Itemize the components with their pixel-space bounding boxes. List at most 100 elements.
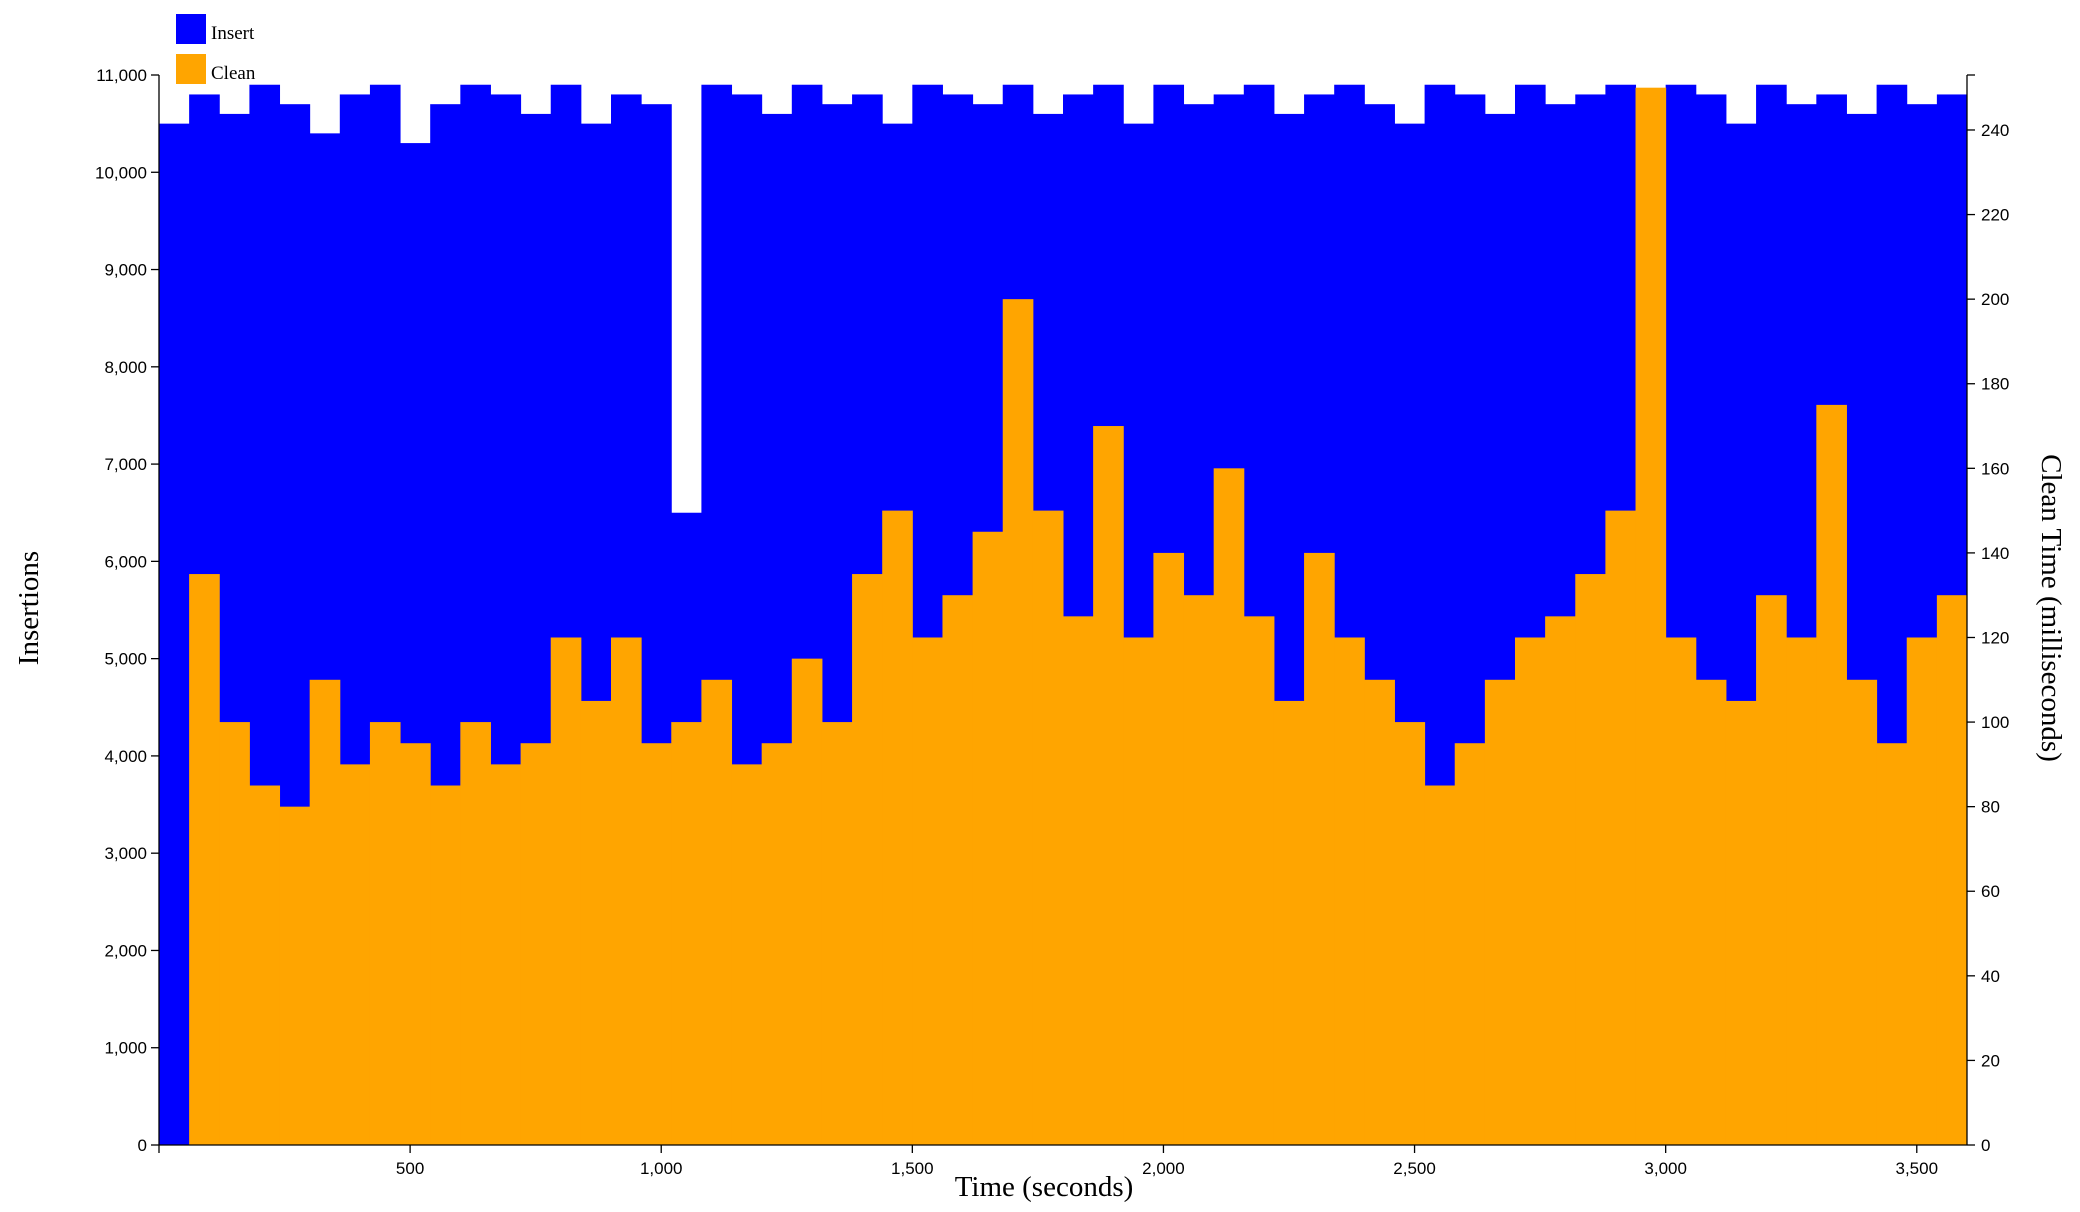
clean-bar [611,637,642,1145]
clean-bar [430,785,461,1145]
clean-bar [1153,552,1185,1145]
plot-area [159,84,1968,1146]
clean-bar [1002,299,1034,1145]
clean-bar [1936,595,1968,1145]
clean-bar [671,722,702,1145]
y-right-tick-label: 80 [1981,798,2000,817]
legend-swatch-insert [176,14,206,44]
y-left-tick-label: 9,000 [104,261,147,280]
clean-bar [279,806,311,1145]
clean-bar [1484,679,1516,1145]
clean-bar [189,574,220,1145]
legend-label-clean: Clean [211,63,256,84]
clean-bar [1454,743,1486,1145]
clean-bar [1575,574,1606,1145]
clean-bar [1123,637,1154,1145]
clean-bar [1032,510,1064,1145]
x-tick-label: 3,000 [1644,1159,1687,1178]
x-axis-ticks: 500 1,000 1,500 2,000 2,500 3,000 3,500 [158,1145,1939,1178]
clean-bar [1243,616,1275,1145]
y-axis-right-ticks: 0 20 40 60 80 100 120 140 160 180 200 220 240 [1967,74,2009,1155]
y-right-tick-label: 180 [1981,375,2009,394]
clean-bar [1424,785,1456,1145]
clean-bar [1334,637,1365,1145]
legend-label-insert: Insert [211,23,255,44]
y-left-tick-label: 5,000 [104,650,147,669]
insert-bar [159,123,190,1145]
clean-bar [1213,468,1245,1145]
y-left-tick-label: 4,000 [104,747,147,766]
x-tick-label: 500 [396,1159,424,1178]
clean-bar [942,595,974,1145]
clean-bar [1816,404,1847,1145]
clean-bar [219,722,250,1145]
clean-bar [1786,637,1817,1145]
clean-bar [460,722,491,1145]
y-right-tick-label: 140 [1981,544,2009,563]
clean-bar [400,743,431,1145]
y-left-tick-label: 7,000 [104,455,147,474]
x-tick-label: 1,500 [891,1159,934,1178]
clean-bar [369,722,401,1145]
y-right-tick-label: 120 [1981,628,2009,647]
y-right-tick-label: 60 [1981,882,2000,901]
clean-bar [490,764,522,1145]
clean-bar [731,764,763,1145]
clean-bar [1394,722,1426,1145]
clean-bar [309,679,341,1145]
y-left-tick-label: 0 [138,1136,147,1155]
y-right-tick-label: 40 [1981,967,2000,986]
y-right-tick-label: 160 [1981,459,2009,478]
y-right-tick-label: 100 [1981,713,2009,732]
clean-bar [791,658,823,1145]
clean-bar [821,722,853,1145]
clean-bar [339,764,371,1145]
y-left-tick-label: 1,000 [104,1039,147,1058]
clean-bar [1635,87,1667,1146]
clean-bar [1273,700,1305,1145]
clean-bar [641,743,672,1145]
y-axis-left-ticks: 0 1,000 2,000 3,000 4,000 5,000 6,000 7,000 8,00… [95,66,159,1155]
clean-bar [1304,552,1335,1145]
y-left-tick-label: 10,000 [95,163,147,182]
x-tick-label: 2,500 [1393,1159,1436,1178]
y-axis-right-title: Clean Time (milliseconds) [2035,454,2067,762]
clean-bar [520,743,552,1145]
clean-bar [972,531,1004,1145]
legend-swatch-clean [176,54,206,84]
y-right-tick-label: 200 [1981,290,2009,309]
clean-bar [1695,679,1727,1145]
y-right-tick-label: 0 [1981,1136,1990,1155]
clean-bar [761,743,793,1145]
clean-bar [1183,595,1215,1145]
clean-bar [1093,426,1124,1145]
clean-bar [852,574,883,1145]
clean-bar [1906,637,1938,1145]
x-tick-label: 1,000 [640,1159,683,1178]
x-tick-label: 3,500 [1896,1159,1939,1178]
clean-bar [1063,616,1094,1145]
clean-bar [249,785,281,1145]
clean-bar [1605,510,1637,1145]
clean-bar [1545,616,1576,1145]
y-left-tick-label: 6,000 [104,552,147,571]
clean-bar [1725,700,1757,1145]
y-left-tick-label: 3,000 [104,844,147,863]
clean-series [189,87,1968,1146]
clean-bar [882,510,913,1145]
clean-bar [550,637,582,1145]
x-axis-title: Time (seconds) [955,1171,1134,1203]
clean-bar [1756,595,1787,1145]
y-left-tick-label: 2,000 [104,941,147,960]
y-left-tick-label: 11,000 [96,66,147,85]
clean-bar [1515,637,1546,1145]
y-axis-left-title: Insertions [13,551,45,665]
clean-bar [1364,679,1395,1145]
y-right-tick-label: 20 [1981,1051,2000,1070]
clean-bar [580,700,612,1145]
x-tick-label: 2,000 [1142,1159,1185,1178]
clean-bar [1665,637,1697,1145]
clean-bar [701,679,733,1145]
clean-bar [1846,679,1878,1145]
